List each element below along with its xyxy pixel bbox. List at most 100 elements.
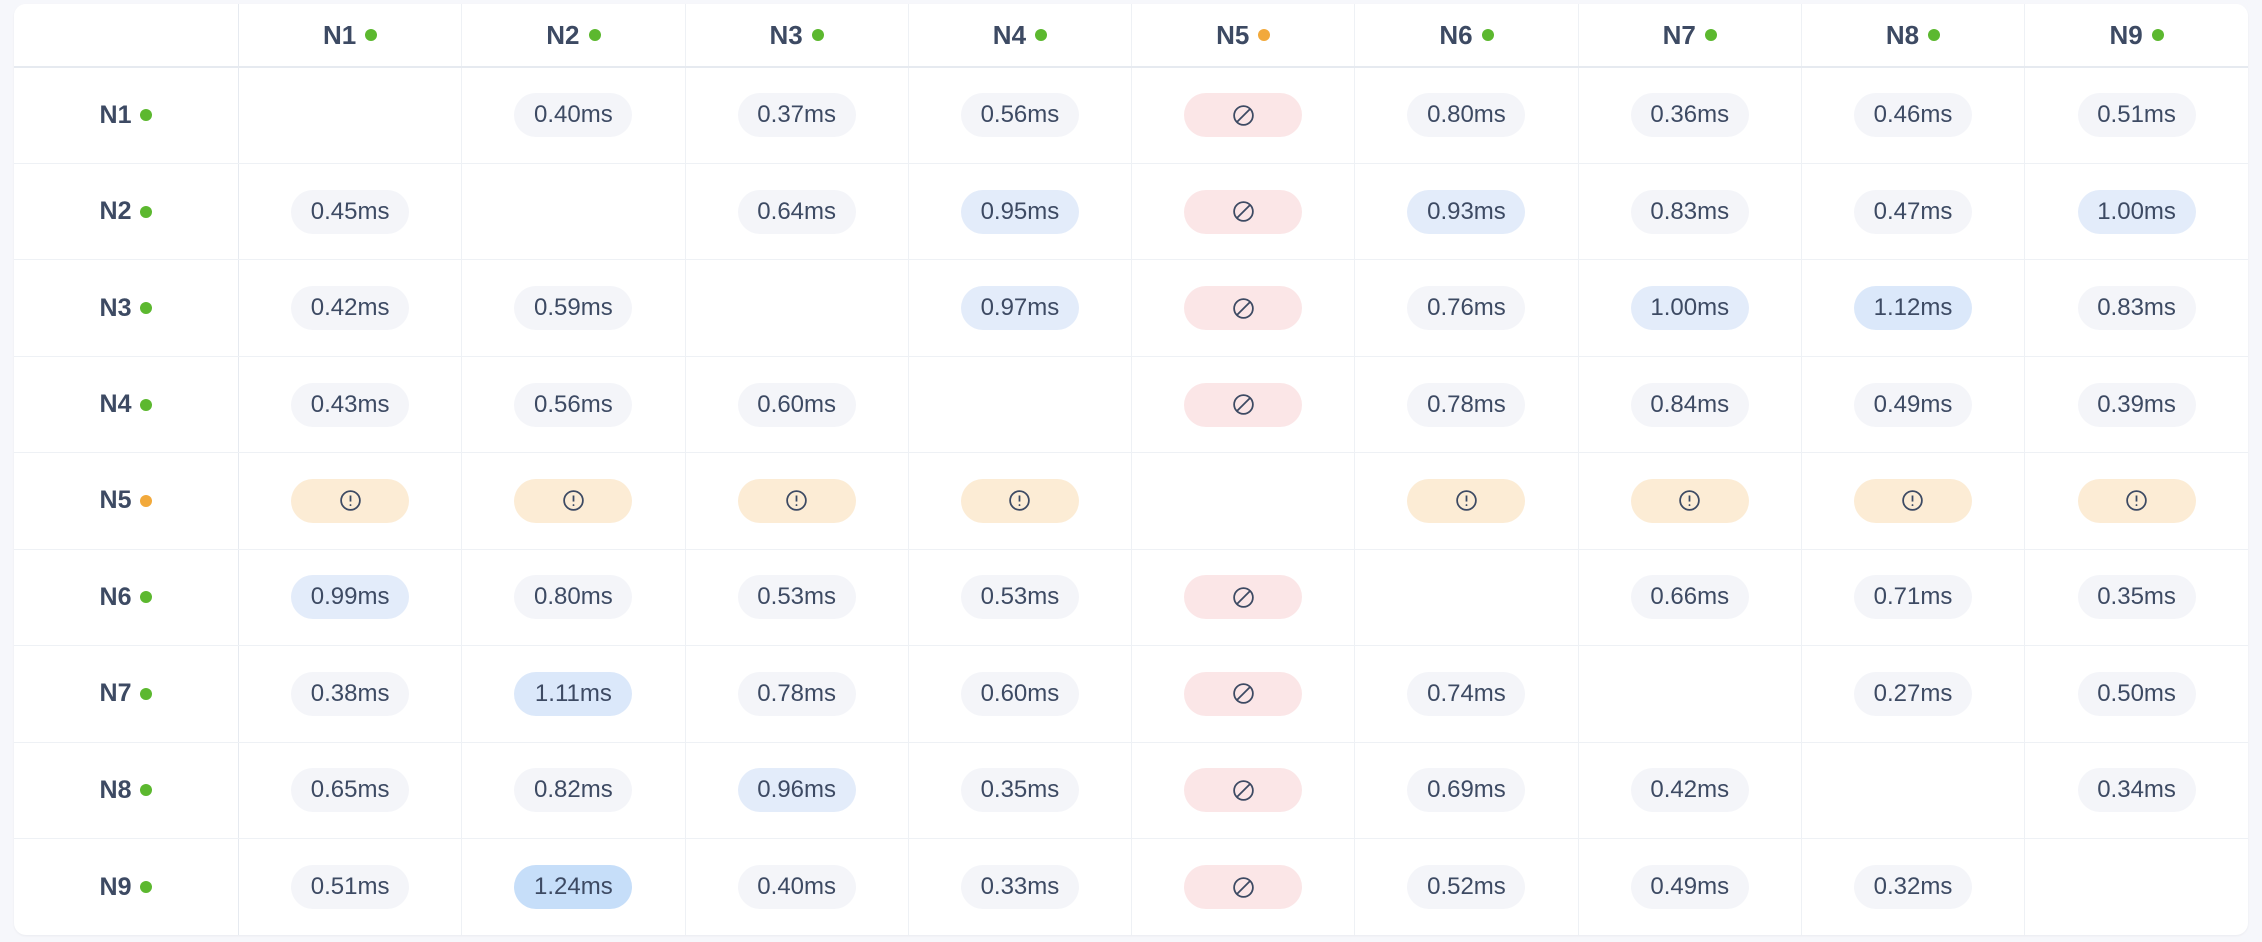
- column-header-label: N3: [769, 19, 803, 50]
- matrix-cell-n3-n7[interactable]: 1.00ms: [1578, 259, 1802, 357]
- matrix-cell-n5-n4[interactable]: [908, 452, 1133, 550]
- matrix-cell-n4-n2[interactable]: 0.56ms: [461, 356, 686, 454]
- matrix-cell-n8-n6[interactable]: 0.69ms: [1354, 742, 1579, 840]
- matrix-cell-n2-n4[interactable]: 0.95ms: [908, 163, 1133, 261]
- matrix-cell-n3-n6[interactable]: 0.76ms: [1354, 259, 1579, 357]
- matrix-cell-n3-n8[interactable]: 1.12ms: [1801, 259, 2026, 357]
- matrix-cell-n8-n9[interactable]: 0.34ms: [2024, 742, 2248, 840]
- matrix-cell-n9-n7[interactable]: 0.49ms: [1578, 838, 1802, 935]
- matrix-cell-n9-n5[interactable]: [1131, 838, 1356, 935]
- column-header-n5[interactable]: N5: [1131, 4, 1356, 68]
- matrix-cell-n3-n1[interactable]: 0.42ms: [238, 259, 463, 357]
- matrix-cell-n8-n7[interactable]: 0.42ms: [1578, 742, 1802, 840]
- matrix-cell-n4-n6[interactable]: 0.78ms: [1354, 356, 1579, 454]
- column-header-n6[interactable]: N6: [1354, 4, 1579, 68]
- matrix-cell-n5-n2[interactable]: [461, 452, 686, 550]
- matrix-cell-n1-n3[interactable]: 0.37ms: [685, 67, 909, 164]
- matrix-cell-n2-n1[interactable]: 0.45ms: [238, 163, 463, 261]
- matrix-cell-n6-n2[interactable]: 0.80ms: [461, 549, 686, 647]
- warning-pill: [1407, 478, 1526, 523]
- column-header-n8[interactable]: N8: [1801, 4, 2026, 68]
- matrix-cell-n5-n6[interactable]: [1354, 452, 1579, 550]
- matrix-cell-n9-n1[interactable]: 0.51ms: [238, 838, 463, 935]
- matrix-cell-n9-n3[interactable]: 0.40ms: [685, 838, 909, 935]
- matrix-cell-n4-n7[interactable]: 0.84ms: [1578, 356, 1802, 454]
- column-header-n1[interactable]: N1: [238, 4, 463, 68]
- row-header-n9[interactable]: N9: [14, 838, 239, 935]
- matrix-cell-n7-n1[interactable]: 0.38ms: [238, 645, 463, 743]
- matrix-cell-n5-n8[interactable]: [1801, 452, 2026, 550]
- matrix-cell-n3-n4[interactable]: 0.97ms: [908, 259, 1133, 357]
- matrix-cell-n9-n4[interactable]: 0.33ms: [908, 838, 1133, 935]
- matrix-cell-n5-n7[interactable]: [1578, 452, 1802, 550]
- matrix-cell-n9-n2[interactable]: 1.24ms: [461, 838, 686, 935]
- matrix-cell-n1-n8[interactable]: 0.46ms: [1801, 67, 2026, 164]
- matrix-cell-n6-n5[interactable]: [1131, 549, 1356, 647]
- row-header-n4[interactable]: N4: [14, 356, 239, 454]
- matrix-cell-n4-n5[interactable]: [1131, 356, 1356, 454]
- matrix-cell-n4-n1[interactable]: 0.43ms: [238, 356, 463, 454]
- matrix-cell-n1-n4[interactable]: 0.56ms: [908, 67, 1133, 164]
- matrix-cell-n7-n4[interactable]: 0.60ms: [908, 645, 1133, 743]
- matrix-cell-n7-n6[interactable]: 0.74ms: [1354, 645, 1579, 743]
- column-header-n7[interactable]: N7: [1578, 4, 1802, 68]
- row-header-label: N2: [99, 197, 132, 226]
- matrix-cell-n3-n9[interactable]: 0.83ms: [2024, 259, 2248, 357]
- row-header-n8[interactable]: N8: [14, 742, 239, 840]
- matrix-cell-n5-n9[interactable]: [2024, 452, 2248, 550]
- matrix-cell-n6-n3[interactable]: 0.53ms: [685, 549, 909, 647]
- row-header-n3[interactable]: N3: [14, 259, 239, 357]
- matrix-cell-n8-n5[interactable]: [1131, 742, 1356, 840]
- matrix-cell-n2-n5[interactable]: [1131, 163, 1356, 261]
- matrix-cell-n7-n5[interactable]: [1131, 645, 1356, 743]
- matrix-cell-n4-n8[interactable]: 0.49ms: [1801, 356, 2026, 454]
- matrix-cell-n2-n8[interactable]: 0.47ms: [1801, 163, 2026, 261]
- matrix-cell-n4-n9[interactable]: 0.39ms: [2024, 356, 2248, 454]
- matrix-cell-n1-n7[interactable]: 0.36ms: [1578, 67, 1802, 164]
- row-header-n7[interactable]: N7: [14, 645, 239, 743]
- column-header-label: N2: [546, 19, 580, 50]
- matrix-cell-n1-n2[interactable]: 0.40ms: [461, 67, 686, 164]
- matrix-cell-n7-n2[interactable]: 1.11ms: [461, 645, 686, 743]
- alert-circle-icon: [1677, 488, 1702, 513]
- matrix-cell-n7-n3[interactable]: 0.78ms: [685, 645, 909, 743]
- matrix-cell-n6-n9[interactable]: 0.35ms: [2024, 549, 2248, 647]
- matrix-cell-n8-n1[interactable]: 0.65ms: [238, 742, 463, 840]
- row-header-n2[interactable]: N2: [14, 163, 239, 261]
- matrix-cell-n7-n9[interactable]: 0.50ms: [2024, 645, 2248, 743]
- row-header-n6[interactable]: N6: [14, 549, 239, 647]
- column-header-n4[interactable]: N4: [908, 4, 1133, 68]
- matrix-cell-n5-n1[interactable]: [238, 452, 463, 550]
- row-header-n5[interactable]: N5: [14, 452, 239, 550]
- column-header-n3[interactable]: N3: [685, 4, 909, 68]
- latency-pill: 0.56ms: [960, 93, 1079, 138]
- matrix-cell-n6-n8[interactable]: 0.71ms: [1801, 549, 2026, 647]
- matrix-cell-n4-n3[interactable]: 0.60ms: [685, 356, 909, 454]
- row-header-label: N4: [99, 390, 132, 419]
- matrix-cell-n1-n5[interactable]: [1131, 67, 1356, 164]
- matrix-cell-n1-n9[interactable]: 0.51ms: [2024, 67, 2248, 164]
- column-header-n2[interactable]: N2: [461, 4, 686, 68]
- matrix-cell-n9-n6[interactable]: 0.52ms: [1354, 838, 1579, 935]
- matrix-row: N2 0.45ms 0.64ms 0.95ms 0.93ms 0.83ms 0.47ms 1.…: [14, 163, 2248, 261]
- matrix-cell-n9-n8[interactable]: 0.32ms: [1801, 838, 2026, 935]
- matrix-cell-n3-n2[interactable]: 0.59ms: [461, 259, 686, 357]
- matrix-cell-n8-n2[interactable]: 0.82ms: [461, 742, 686, 840]
- latency-pill: 0.35ms: [960, 768, 1079, 813]
- matrix-cell-n6-n1[interactable]: 0.99ms: [238, 549, 463, 647]
- matrix-cell-n2-n9[interactable]: 1.00ms: [2024, 163, 2248, 261]
- matrix-cell-n2-n3[interactable]: 0.64ms: [685, 163, 909, 261]
- column-header-n9[interactable]: N9: [2024, 4, 2248, 68]
- matrix-cell-n6-n7[interactable]: 0.66ms: [1578, 549, 1802, 647]
- matrix-cell-n5-n3[interactable]: [685, 452, 909, 550]
- row-header-n1[interactable]: N1: [14, 67, 239, 164]
- matrix-cell-n3-n5[interactable]: [1131, 259, 1356, 357]
- matrix-cell-n2-n7[interactable]: 0.83ms: [1578, 163, 1802, 261]
- matrix-cell-n8-n4[interactable]: 0.35ms: [908, 742, 1133, 840]
- matrix-cell-n2-n6[interactable]: 0.93ms: [1354, 163, 1579, 261]
- matrix-cell-n7-n8[interactable]: 0.27ms: [1801, 645, 2026, 743]
- matrix-cell-n1-n6[interactable]: 0.80ms: [1354, 67, 1579, 164]
- matrix-cell-n8-n3[interactable]: 0.96ms: [685, 742, 909, 840]
- matrix-cell-n6-n4[interactable]: 0.53ms: [908, 549, 1133, 647]
